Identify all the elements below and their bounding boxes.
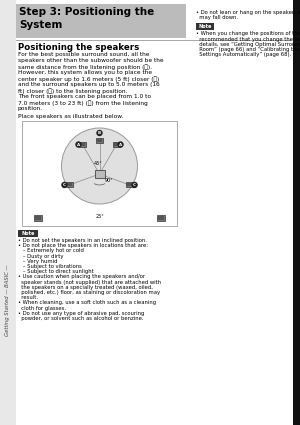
Text: position.: position. — [18, 106, 43, 111]
Circle shape — [75, 142, 82, 148]
Text: ft) closer (Ⓒ) to the listening position.: ft) closer (Ⓒ) to the listening position… — [18, 88, 128, 94]
Bar — [0, 0, 16, 425]
Bar — [293, 0, 300, 425]
Bar — [196, 23, 214, 30]
Text: • When cleaning, use a soft cloth such as a cleaning: • When cleaning, use a soft cloth such a… — [18, 300, 156, 306]
Text: Room” (page 66) and “Calibrating the Appropriate: Room” (page 66) and “Calibrating the App… — [196, 47, 300, 52]
Text: • Use caution when placing the speakers and/or: • Use caution when placing the speakers … — [18, 275, 145, 279]
Bar — [16, 4, 186, 38]
Text: • Do not set the speakers in an inclined position.: • Do not set the speakers in an inclined… — [18, 238, 147, 243]
Bar — [34, 215, 42, 221]
Bar — [127, 184, 132, 187]
Text: B: B — [98, 131, 101, 135]
Text: C: C — [133, 183, 136, 187]
Text: – Dusty or dirty: – Dusty or dirty — [18, 254, 64, 258]
Bar — [96, 138, 103, 142]
Text: Positioning the speakers: Positioning the speakers — [18, 43, 139, 52]
Text: – Very humid: – Very humid — [18, 259, 58, 264]
Bar — [22, 121, 177, 226]
Text: 90°: 90° — [104, 178, 113, 183]
Text: 45°: 45° — [94, 161, 103, 166]
Text: • When you change the positions of the speakers, it is: • When you change the positions of the s… — [196, 31, 300, 37]
Text: and the surround speakers up to 5.0 meters (16: and the surround speakers up to 5.0 mete… — [18, 82, 160, 87]
Text: • Do not use any type of abrasive pad, scouring: • Do not use any type of abrasive pad, s… — [18, 311, 144, 316]
Bar — [67, 184, 72, 187]
Bar — [79, 142, 86, 147]
Text: details, see “Getting Optimal Surround Sound for a: details, see “Getting Optimal Surround S… — [196, 42, 300, 47]
Bar — [80, 143, 85, 146]
Bar — [18, 230, 38, 236]
Text: speakers other than the subwoofer should be the: speakers other than the subwoofer should… — [18, 58, 164, 63]
Text: A: A — [77, 142, 80, 147]
Bar — [66, 182, 73, 187]
Circle shape — [96, 130, 103, 136]
Bar — [35, 216, 41, 220]
Text: • Do not lean or hang on the speaker, as the speaker: • Do not lean or hang on the speaker, as… — [196, 10, 300, 15]
Circle shape — [131, 182, 138, 188]
Text: same distance from the listening position (Ⓐ).: same distance from the listening positio… — [18, 64, 152, 70]
Text: The front speakers can be placed from 1.0 to: The front speakers can be placed from 1.… — [18, 94, 151, 99]
Text: • Do not place the speakers in locations that are:: • Do not place the speakers in locations… — [18, 243, 148, 248]
Bar — [114, 143, 119, 146]
Text: Note: Note — [21, 231, 35, 236]
Bar — [126, 182, 133, 187]
Text: Getting Started — BASIC —: Getting Started — BASIC — — [5, 264, 10, 336]
Text: 7.0 meters (3 to 23 ft) (Ⓐ) from the listening: 7.0 meters (3 to 23 ft) (Ⓐ) from the lis… — [18, 100, 148, 105]
Text: – Extremely hot or cold: – Extremely hot or cold — [18, 248, 84, 253]
Text: – Subject to vibrations: – Subject to vibrations — [18, 264, 82, 269]
Text: A: A — [119, 142, 122, 147]
Text: cloth for glasses.: cloth for glasses. — [18, 306, 66, 311]
Text: – Subject to direct sunlight: – Subject to direct sunlight — [18, 269, 94, 274]
Text: speaker stands (not supplied) that are attached with: speaker stands (not supplied) that are a… — [18, 280, 161, 285]
Text: result.: result. — [18, 295, 38, 300]
Text: powder, or solvent such as alcohol or benzine.: powder, or solvent such as alcohol or be… — [18, 316, 143, 321]
Bar — [158, 216, 164, 220]
Text: Settings Automatically” (page 68).: Settings Automatically” (page 68). — [196, 52, 291, 57]
Text: C: C — [63, 183, 66, 187]
Circle shape — [61, 182, 68, 188]
Circle shape — [117, 142, 124, 148]
Text: Step 3: Positioning the
System: Step 3: Positioning the System — [19, 7, 154, 30]
Text: the speakers on a specially treated (waxed, oiled,: the speakers on a specially treated (wax… — [18, 285, 153, 290]
Bar — [113, 142, 120, 147]
Circle shape — [61, 128, 137, 204]
Text: may fall down.: may fall down. — [196, 15, 238, 20]
Text: Note: Note — [198, 24, 212, 29]
Bar — [157, 215, 165, 221]
Bar — [97, 139, 102, 142]
Text: However, this system allows you to place the: However, this system allows you to place… — [18, 70, 152, 75]
Text: center speaker up to 1.6 meters (5 ft) closer (Ⓑ): center speaker up to 1.6 meters (5 ft) c… — [18, 76, 159, 82]
Text: recommended that you change the settings. For: recommended that you change the settings… — [196, 37, 300, 42]
Text: polished, etc.) floor, as staining or discoloration may: polished, etc.) floor, as staining or di… — [18, 290, 160, 295]
Text: Place speakers as illustrated below.: Place speakers as illustrated below. — [18, 114, 123, 119]
Bar — [94, 170, 104, 178]
Text: For the best possible surround sound, all the: For the best possible surround sound, al… — [18, 52, 149, 57]
Text: 25°: 25° — [95, 213, 104, 218]
